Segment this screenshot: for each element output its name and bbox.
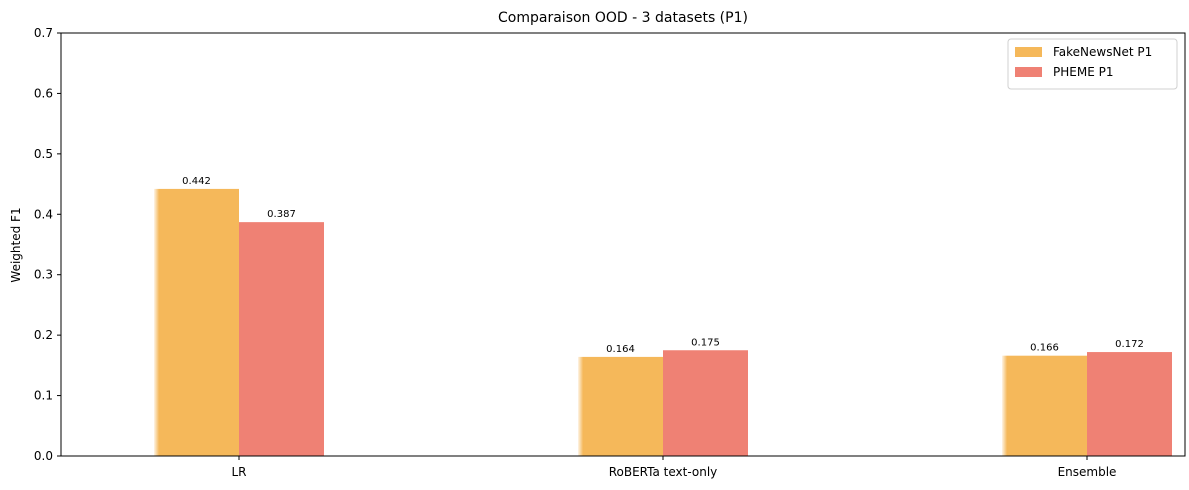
legend: FakeNewsNet P1 PHEME P1 <box>1007 38 1178 90</box>
bar-fakenewsnet-p1-2 <box>1002 355 1087 456</box>
bar-value-label: 0.175 <box>691 337 720 348</box>
legend-box <box>1007 38 1178 90</box>
bar-pheme-p1-2 <box>1087 352 1172 456</box>
bar-pheme-p1-1 <box>663 350 748 456</box>
bar-value-label: 0.387 <box>267 209 296 220</box>
x-axis: LR RoBERTa text-only Ensemble <box>231 456 1116 479</box>
x-tick-label: LR <box>231 465 246 479</box>
bar-value-label: 0.166 <box>1030 343 1059 354</box>
bar-fakenewsnet-p1-1 <box>578 356 663 456</box>
y-tick-label: 0.1 <box>34 389 53 403</box>
y-tick-label: 0.5 <box>34 147 53 161</box>
legend-entry: PHEME P1 <box>1053 65 1113 79</box>
value-labels: 0.442 0.387 0.164 0.175 0.166 0.172 <box>182 176 1144 355</box>
y-axis: 0.0 0.1 0.2 0.3 0.4 0.5 0.6 0.7 <box>34 26 61 463</box>
y-tick-label: 0.6 <box>34 86 53 100</box>
y-tick-label: 0.7 <box>34 26 53 40</box>
bar-fakenewsnet-p1-0 <box>154 188 239 457</box>
y-tick-label: 0.4 <box>34 207 53 221</box>
y-axis-label: Weighted F1 <box>9 207 23 282</box>
legend-swatch <box>1015 67 1042 77</box>
y-tick-label: 0.2 <box>34 328 53 342</box>
y-tick-label: 0.3 <box>34 268 53 282</box>
bar-pheme-p1-0 <box>239 222 324 456</box>
bar-value-label: 0.172 <box>1115 339 1144 350</box>
legend-entry: FakeNewsNet P1 <box>1053 45 1152 59</box>
x-tick-label: Ensemble <box>1058 465 1117 479</box>
x-tick-label: RoBERTa text-only <box>609 465 718 479</box>
y-tick-label: 0.0 <box>34 449 53 463</box>
bar-value-label: 0.442 <box>182 176 211 187</box>
legend-swatch <box>1015 47 1042 57</box>
chart-title: Comparaison OOD - 3 datasets (P1) <box>498 10 748 26</box>
plot-frame <box>60 32 1186 457</box>
bar-value-label: 0.164 <box>606 344 635 355</box>
bars <box>154 188 1172 457</box>
